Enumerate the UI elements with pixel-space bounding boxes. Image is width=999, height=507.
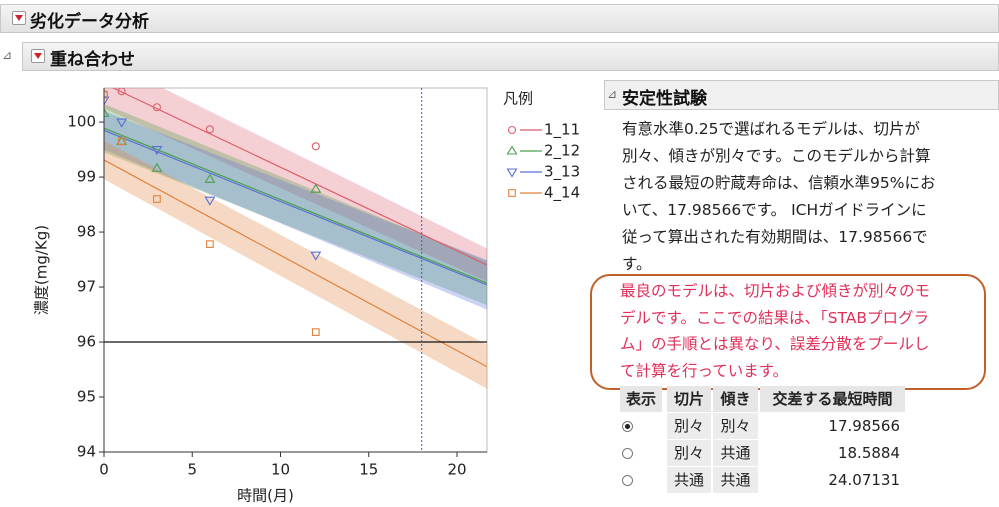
point — [310, 251, 322, 261]
note-line: ム」の手順とは異なり、誤差分散をプールし — [620, 335, 930, 353]
table-cell: 共通 — [713, 467, 758, 493]
fit-line — [111, 88, 487, 266]
table-header: 表示 — [620, 386, 662, 412]
x-axis-label: 時間(月) — [237, 487, 294, 505]
y-tick-label: 97 — [77, 278, 96, 296]
point — [507, 125, 517, 135]
y-tick-label: 98 — [77, 223, 96, 241]
table-cell: 17.98566 — [828, 417, 900, 435]
point — [152, 103, 161, 112]
point — [116, 118, 128, 128]
x-tick-label: 0 — [99, 461, 109, 479]
point — [508, 189, 516, 197]
menu-icon[interactable] — [12, 11, 26, 25]
legend-label: 4_14 — [544, 184, 580, 203]
y-tick-label: 100 — [67, 113, 96, 131]
menu-icon[interactable] — [31, 49, 45, 63]
table-cell: 別々 — [667, 440, 711, 466]
table-header: 切片 — [667, 386, 711, 412]
table-header: 交差する最短時間 — [760, 386, 905, 412]
radio-button[interactable] — [622, 475, 633, 486]
x-tick-label: 20 — [447, 461, 466, 479]
report-bar — [604, 80, 999, 110]
plot-frame — [103, 87, 488, 453]
table-cell: 別々 — [667, 413, 711, 439]
confidence-band — [104, 103, 487, 306]
point — [204, 173, 216, 183]
header-subtitle: 重ね合わせ — [50, 50, 135, 70]
table-cell: 共通 — [713, 440, 758, 466]
y-tick-label: 96 — [77, 333, 96, 351]
y-tick-label: 94 — [77, 443, 96, 461]
radio-button[interactable] — [622, 448, 633, 459]
confidence-band — [104, 111, 487, 310]
note-line: 最良のモデルは、切片および傾きが別々のモ — [620, 282, 931, 300]
plot-area — [104, 88, 487, 452]
point — [310, 183, 322, 193]
report-line: す。 — [622, 255, 652, 273]
disclosure-icon[interactable]: ⊿ — [2, 48, 13, 62]
point — [506, 145, 518, 155]
confidence-band — [104, 140, 487, 389]
point — [104, 90, 108, 99]
point — [506, 168, 518, 178]
report-title: 安定性試験 — [622, 89, 707, 109]
report-line: 従って算出された有効期間は、17.98566で — [622, 228, 928, 246]
table-header: 傾き — [713, 386, 758, 412]
point — [206, 240, 214, 249]
x-tick-label: 5 — [187, 461, 197, 479]
point — [151, 162, 163, 172]
disclosure-icon[interactable]: ⊿ — [607, 87, 618, 101]
x-tick-label: 10 — [271, 461, 290, 479]
point — [311, 142, 320, 151]
point — [205, 125, 214, 134]
point — [311, 328, 320, 336]
y-tick-label: 99 — [77, 168, 96, 186]
table-cell: 共通 — [667, 467, 711, 493]
point — [151, 146, 163, 156]
table-cell: 24.07131 — [828, 471, 900, 489]
y-axis-label: 濃度(mg/Kg) — [33, 225, 51, 315]
header-bar — [0, 4, 999, 33]
note-line: デルです。ここでの結果は、「STABプログラ — [620, 308, 930, 327]
table-cell: 18.5884 — [837, 444, 900, 462]
point — [153, 195, 161, 203]
note-line: て計算を行っています。 — [620, 361, 789, 380]
point — [117, 88, 126, 96]
fit-line — [104, 129, 487, 286]
y-tick-label: 95 — [77, 388, 96, 406]
header-bar — [22, 42, 999, 71]
x-tick-label: 15 — [359, 461, 378, 479]
report-line: される最短の貯蔵寿命は、信頼水準95%にお — [622, 174, 936, 192]
legend-label: 3_13 — [544, 163, 580, 182]
fit-line — [104, 127, 487, 284]
fit-line — [104, 159, 487, 368]
legend-label: 1_11 — [544, 121, 580, 140]
legend-label: 2_12 — [544, 142, 580, 161]
point — [204, 196, 216, 206]
report-line: 別々、傾きが別々です。このモデルから計算 — [622, 147, 931, 165]
radio-button[interactable] — [622, 421, 633, 432]
table-cell: 別々 — [713, 413, 758, 439]
point — [104, 96, 110, 106]
point — [104, 107, 110, 117]
report-line: いて、17.98566です。 ICHガイドラインに — [622, 201, 927, 219]
header-title: 劣化データ分析 — [30, 12, 149, 32]
point — [117, 137, 126, 146]
report-line: 有意水準0.25で選ばれるモデルは、切片が — [622, 120, 921, 138]
legend-title: 凡例 — [503, 90, 533, 108]
confidence-band — [104, 88, 487, 282]
